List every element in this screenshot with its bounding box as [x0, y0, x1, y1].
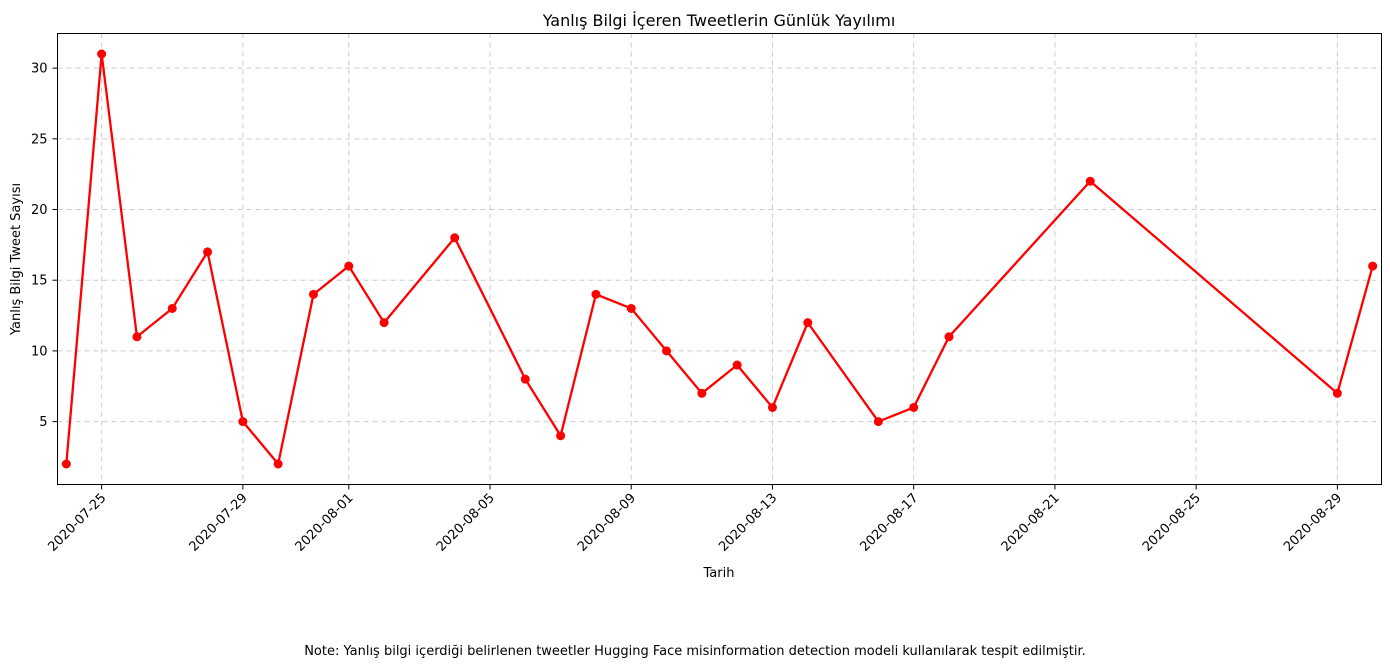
- x-tick-label: 2020-08-05: [434, 491, 498, 555]
- x-tick-label: 2020-08-25: [1140, 491, 1204, 555]
- grid: [57, 33, 1382, 485]
- data-point: [97, 49, 107, 59]
- data-point: [344, 261, 354, 271]
- data-point: [203, 247, 213, 257]
- y-tick-label: 25: [31, 132, 48, 147]
- y-tick-label: 15: [31, 274, 48, 289]
- data-point: [803, 318, 813, 328]
- y-tick-label: 5: [39, 415, 47, 430]
- data-point: [662, 346, 672, 356]
- y-axis: 5 10 15 20 25 30: [31, 62, 58, 430]
- y-axis-title: Yanlış Bilgi Tweet Sayısı: [9, 183, 24, 336]
- footnote: Note: Yanlış bilgi içerdiği belirlenen t…: [304, 644, 1086, 659]
- plot-area: [61, 49, 1378, 469]
- data-point: [767, 402, 777, 412]
- data-point: [379, 318, 389, 328]
- data-point: [61, 459, 71, 469]
- x-tick-label: 2020-08-01: [293, 491, 357, 555]
- data-point: [273, 459, 283, 469]
- series-line: [65, 52, 1374, 466]
- chart-title: Yanlış Bilgi İçeren Tweetlerin Günlük Ya…: [542, 11, 896, 30]
- x-tick-label: 2020-08-29: [1281, 491, 1345, 555]
- data-point: [1085, 176, 1095, 186]
- x-tick-label: 2020-07-25: [45, 491, 109, 555]
- data-point: [732, 360, 742, 370]
- data-point: [909, 402, 919, 412]
- data-point: [238, 417, 248, 427]
- data-point: [450, 233, 460, 243]
- y-tick-label: 30: [31, 62, 48, 77]
- data-point: [873, 417, 883, 427]
- x-tick-label: 2020-08-13: [716, 491, 780, 555]
- data-point: [1368, 261, 1378, 271]
- x-tick-label: 2020-08-09: [575, 491, 639, 555]
- data-point: [591, 289, 601, 299]
- data-point: [626, 303, 636, 313]
- plot-frame: [57, 33, 1382, 485]
- data-point: [1332, 388, 1342, 398]
- data-point: [944, 332, 954, 342]
- data-point: [308, 289, 318, 299]
- data-point: [697, 388, 707, 398]
- x-axis: 2020-07-25 2020-07-29 2020-08-01 2020-08-05…: [45, 484, 1345, 555]
- x-axis-title: Tarih: [703, 566, 735, 581]
- y-tick-label: 10: [31, 344, 48, 359]
- data-point: [520, 374, 530, 384]
- y-tick-label: 20: [31, 203, 48, 218]
- x-tick-label: 2020-07-29: [187, 491, 251, 555]
- data-point: [167, 303, 177, 313]
- x-tick-label: 2020-08-21: [999, 491, 1063, 555]
- x-tick-label: 2020-08-17: [857, 491, 921, 555]
- data-point: [556, 431, 566, 441]
- data-point: [132, 332, 142, 342]
